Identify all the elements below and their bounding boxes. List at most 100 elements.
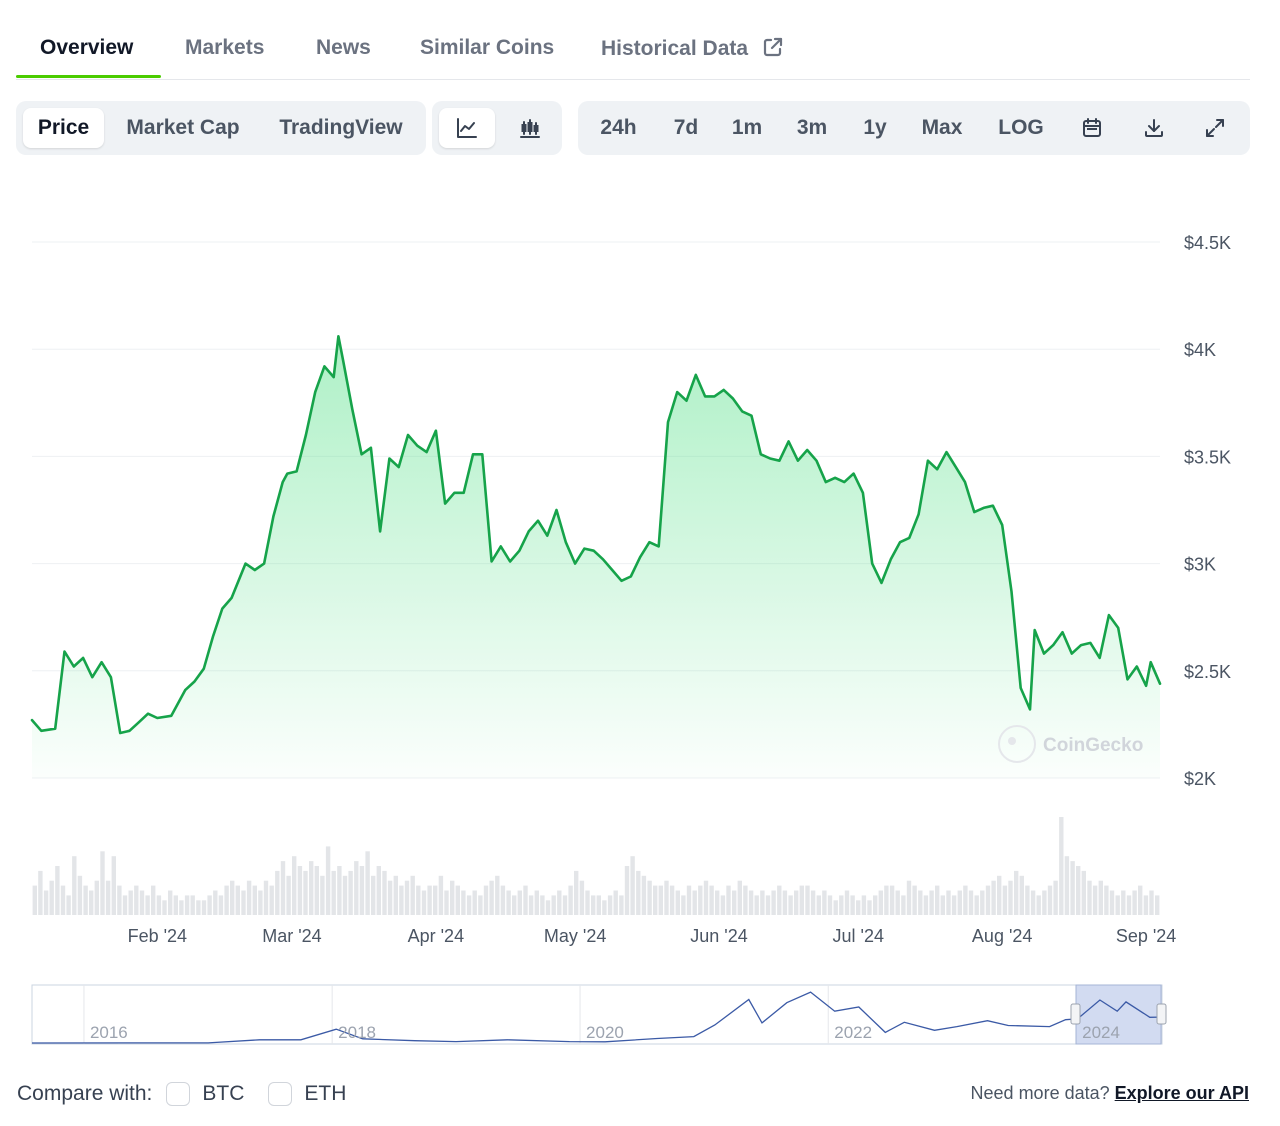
range-1m-button[interactable]: 1m — [731, 116, 763, 139]
eth-checkbox[interactable] — [268, 1082, 293, 1106]
tradingview-mode-button[interactable]: TradingView — [279, 116, 403, 139]
volume-bar — [393, 875, 398, 915]
volume-bar — [117, 885, 122, 915]
volume-bar — [918, 890, 923, 915]
range-7d-button[interactable]: 7d — [673, 116, 699, 139]
volume-bar — [506, 890, 511, 915]
volume-bar — [241, 890, 246, 915]
navigator-selection[interactable] — [1075, 984, 1162, 1045]
volume-bar — [1155, 895, 1160, 915]
volume-bar — [292, 856, 297, 915]
volume-bar — [213, 890, 218, 915]
volume-bar — [404, 880, 410, 915]
volume-bar — [782, 890, 788, 915]
tab-similar-coins[interactable]: Similar Coins — [420, 36, 555, 59]
volume-bar — [387, 880, 393, 915]
compare-eth-option[interactable]: ETH — [268, 1082, 346, 1106]
volume-bar — [630, 856, 635, 915]
volume-bar — [134, 885, 139, 915]
volume-bar — [1081, 870, 1086, 915]
volume-bar — [184, 895, 190, 915]
download-icon[interactable] — [1134, 108, 1174, 148]
volume-bar — [263, 880, 269, 915]
range-24h-button[interactable]: 24h — [600, 116, 637, 139]
volume-bar — [354, 861, 359, 915]
volume-bar — [1059, 817, 1064, 915]
volume-bar — [1002, 885, 1008, 915]
volume-bar — [534, 890, 539, 915]
tab-overview[interactable]: Overview — [40, 36, 134, 59]
volume-bar — [1149, 890, 1154, 915]
line-chart-icon[interactable] — [439, 108, 495, 148]
compare-btc-option[interactable]: BTC — [166, 1082, 244, 1106]
volume-bar — [297, 866, 303, 915]
range-max-button[interactable]: Max — [921, 116, 963, 139]
x-tick-label: May '24 — [544, 926, 606, 946]
volume-bar — [839, 895, 844, 915]
volume-bar — [168, 890, 173, 915]
volume-bar — [760, 890, 765, 915]
range-navigator[interactable]: 2016 2018 2020 2022 2024 — [31, 984, 1167, 1045]
api-promo: Need more data? Explore our API — [971, 1083, 1249, 1104]
explore-api-link[interactable]: Explore our API — [1114, 1083, 1249, 1103]
volume-bar — [66, 895, 71, 915]
log-scale-button[interactable]: LOG — [998, 116, 1044, 139]
volume-bar — [1087, 880, 1092, 915]
volume-bar — [963, 885, 968, 915]
volume-bar — [145, 895, 150, 915]
volume-bar — [83, 885, 88, 915]
volume-bar — [427, 885, 432, 915]
btc-label: BTC — [202, 1082, 245, 1105]
x-tick-label: Jun '24 — [690, 926, 747, 946]
range-1y-button[interactable]: 1y — [863, 116, 887, 139]
volume-bar — [720, 895, 726, 915]
volume-bar — [416, 885, 421, 915]
y-tick-label: $4.5K — [1184, 233, 1231, 253]
calendar-icon[interactable] — [1072, 108, 1112, 148]
volume-bar — [523, 885, 528, 915]
volume-bar — [201, 900, 207, 915]
volume-bar — [252, 885, 257, 915]
navigator-left-handle[interactable] — [1070, 1003, 1081, 1025]
volume-bar — [275, 870, 280, 915]
y-tick-label: $3K — [1184, 555, 1216, 575]
candlestick-icon[interactable] — [506, 108, 554, 148]
btc-checkbox[interactable] — [166, 1082, 191, 1106]
volume-bar — [619, 895, 624, 915]
volume-bar — [77, 875, 83, 915]
expand-icon[interactable] — [1195, 108, 1235, 148]
tab-historical-data[interactable]: Historical Data — [601, 36, 784, 64]
volume-bar — [230, 880, 235, 915]
tab-historical-data-label: Historical Data — [601, 37, 749, 60]
market-cap-mode-button[interactable]: Market Cap — [126, 116, 240, 139]
volume-bar — [1115, 895, 1120, 915]
price-chart[interactable]: $4.5K $4K $3.5K $3K $2.5K $2K Feb '24 Mar '24 A… — [0, 160, 1280, 1060]
volume-bar — [303, 870, 308, 915]
volume-bar — [55, 866, 60, 915]
navigator-right-handle[interactable] — [1156, 1003, 1167, 1025]
volume-bar — [489, 880, 494, 915]
volume-bar — [1042, 890, 1047, 915]
tab-markets[interactable]: Markets — [185, 36, 265, 59]
navigator-line — [31, 991, 1161, 1044]
navigator-year-label: 2024 — [1082, 1023, 1120, 1042]
volume-bar — [359, 866, 365, 915]
volume-bar — [726, 885, 731, 915]
tab-news[interactable]: News — [316, 36, 371, 59]
volume-bar — [827, 895, 833, 915]
volume-bar — [235, 885, 240, 915]
volume-bar — [100, 851, 105, 915]
price-mode-button[interactable]: Price — [23, 108, 104, 148]
volume-bar — [309, 861, 314, 915]
range-3m-button[interactable]: 3m — [796, 116, 828, 139]
volume-bar — [1047, 885, 1053, 915]
volume-bar — [371, 875, 376, 915]
volume-bar — [325, 846, 331, 915]
volume-bar — [105, 880, 111, 915]
volume-bar — [43, 890, 49, 915]
volume-bar — [190, 895, 195, 915]
volume-bar — [438, 875, 444, 915]
volume-bar — [421, 890, 427, 915]
volume-bar — [873, 895, 878, 915]
volume-bar — [1132, 890, 1137, 915]
